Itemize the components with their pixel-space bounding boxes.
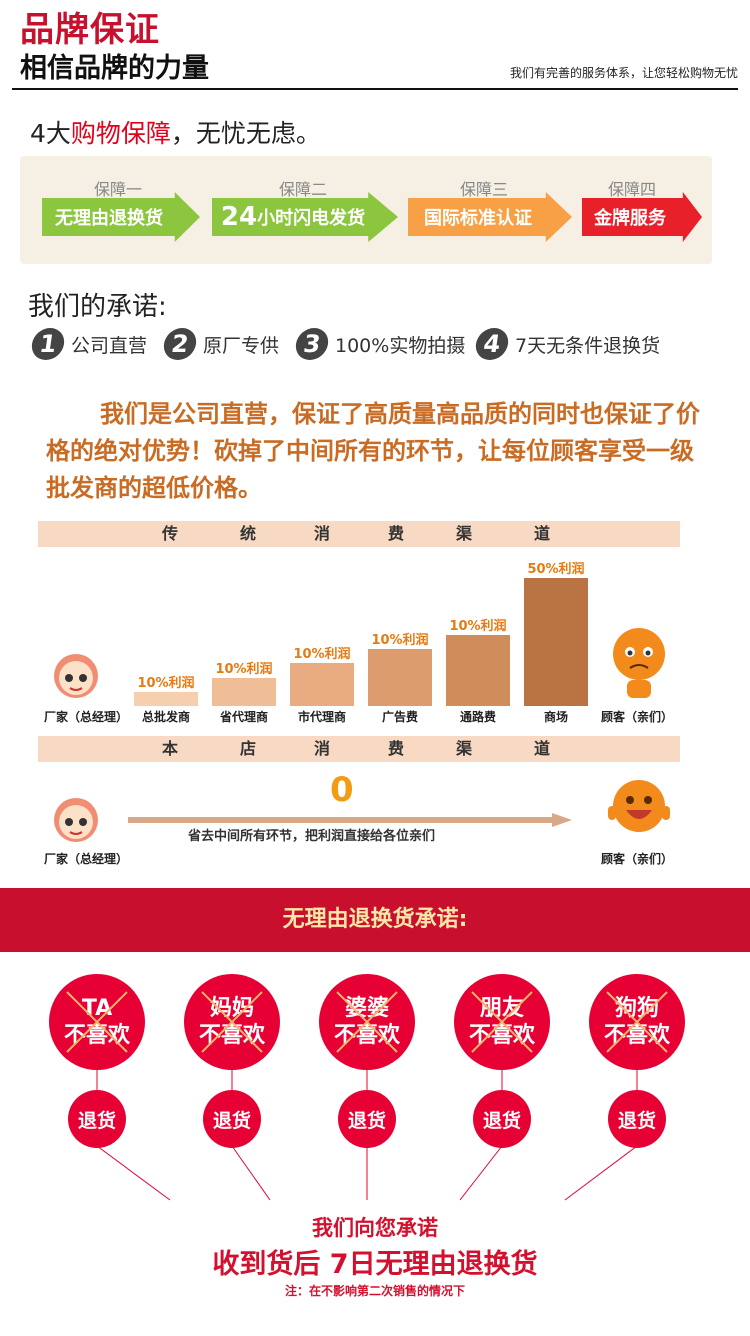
dislike-circle: 妈妈 不喜欢 <box>184 974 280 1070</box>
channel-bar <box>446 635 510 706</box>
traditional-channel-chart: 10%利润总批发商 10%利润省代理商 10%利润市代理商 10%利润广告费 10%利润… <box>0 556 750 724</box>
traditional-channel-band: 传 统 消 费 渠 道 <box>38 521 680 547</box>
page-subtitle: 相信品牌的力量 <box>20 53 209 84</box>
channel-bar <box>134 692 198 706</box>
channel-name-label: 广告费 <box>381 710 418 724</box>
page-title: 品牌保证 <box>20 10 160 50</box>
channel-bar <box>212 678 276 706</box>
factory-mascot-icon <box>46 790 106 850</box>
dislike-circle: TA 不喜欢 <box>49 974 145 1070</box>
number-badge-icon: 2 <box>161 328 199 360</box>
header-tagline: 我们有完善的服务体系，让您轻松购物无忧 <box>509 66 738 80</box>
profit-label: 10%利润 <box>137 676 195 691</box>
return-badge: 退货 <box>473 1090 531 1148</box>
dislike-circle: 狗狗 不喜欢 <box>589 974 685 1070</box>
direct-arrow-icon <box>128 812 572 831</box>
number-badge-icon: 4 <box>473 328 511 360</box>
connector-diagonal <box>564 1145 638 1201</box>
factory-label: 厂家（总经理） <box>43 710 128 724</box>
profit-label: 10%利润 <box>371 633 429 648</box>
channel-name-label: 市代理商 <box>297 710 346 724</box>
dislike-circle: 朋友 不喜欢 <box>454 974 550 1070</box>
promise-paragraph: 我们是公司直营，保证了高质量高品质的同时也保证了价格的绝对优势！砍掉了中间所有的… <box>46 400 700 502</box>
connector-diagonal <box>96 1145 171 1201</box>
number-badge-icon: 1 <box>29 328 67 360</box>
returns-banner: 无理由退换货承诺: <box>0 888 750 952</box>
promise-item-4: 4 7天无条件退换货 <box>473 327 660 361</box>
guarantee-label-3: 保障三 <box>459 180 508 199</box>
profit-label: 50%利润 <box>527 562 585 577</box>
customer-label: 顾客（亲们） <box>600 852 673 866</box>
happy-customer-mascot-icon <box>604 776 674 844</box>
connector-diagonal <box>231 1145 271 1201</box>
factory-label: 厂家（总经理） <box>43 852 128 866</box>
guarantee-label-2: 保障二 <box>278 180 327 199</box>
profit-label: 10%利润 <box>449 619 507 634</box>
header-divider <box>12 88 738 90</box>
connector-diagonal <box>459 1145 503 1201</box>
promise-title: 我们的承诺: <box>28 292 167 322</box>
profit-label: 10%利润 <box>293 647 351 662</box>
promise-item-3: 3 100%实物拍摄 <box>293 327 465 361</box>
factory-mascot-icon <box>46 646 106 706</box>
guarantee-headline: 4大购物保障，无忧无虑。 <box>30 119 321 148</box>
zero-profit-value: 0 <box>330 770 354 810</box>
cross-icon <box>336 991 398 1053</box>
pledge-line-1: 我们向您承诺 <box>312 1216 438 1240</box>
channel-name-label: 总批发商 <box>141 710 190 724</box>
returns-diagram: TA 不喜欢 退货 妈妈 不喜欢 退货 婆婆 不喜欢 退货 朋友 不喜欢 退货 狗狗 不喜欢 退货 <box>0 960 750 1210</box>
channel-name-label: 通路费 <box>459 710 496 724</box>
cross-icon <box>66 991 128 1053</box>
cross-icon <box>606 991 668 1053</box>
guarantee-arrow-1: 无理由退换货 <box>42 192 200 242</box>
profit-label: 10%利润 <box>215 662 273 677</box>
return-badge: 退货 <box>608 1090 666 1148</box>
channel-bar <box>368 649 432 706</box>
number-badge-icon: 3 <box>293 328 331 360</box>
return-badge: 退货 <box>68 1090 126 1148</box>
return-badge: 退货 <box>203 1090 261 1148</box>
pledge-line-2: 收到货后 7日无理由退换货 <box>212 1249 538 1280</box>
store-channel-band: 本 店 消 费 渠 道 <box>38 736 680 762</box>
guarantee-arrow-3: 国际标准认证 <box>408 192 572 242</box>
guarantee-arrow-2: 24 小时闪电发货 <box>212 192 398 242</box>
channel-bar <box>524 578 588 706</box>
channel-bar <box>290 663 354 706</box>
guarantee-arrow-4: 金牌服务 <box>582 192 702 242</box>
guarantee-label-4: 保障四 <box>607 180 656 199</box>
promise-item-1: 1 公司直营 <box>29 327 147 361</box>
direct-caption: 省去中间所有环节，把利润直接给各位亲们 <box>188 829 436 844</box>
channel-name-label: 商场 <box>543 710 568 724</box>
guarantee-label-1: 保障一 <box>93 180 142 199</box>
pledge-note: 注：在不影响第二次销售的情况下 <box>284 1284 465 1298</box>
cross-icon <box>201 991 263 1053</box>
dislike-circle: 婆婆 不喜欢 <box>319 974 415 1070</box>
cross-icon <box>471 991 533 1053</box>
customer-label: 顾客（亲们） <box>600 710 673 724</box>
channel-name-label: 省代理商 <box>219 710 268 724</box>
connector-lines <box>96 1066 638 1201</box>
return-badge: 退货 <box>338 1090 396 1148</box>
customer-mascot-icon <box>608 624 670 706</box>
promise-item-2: 2 原厂专供 <box>161 327 279 361</box>
